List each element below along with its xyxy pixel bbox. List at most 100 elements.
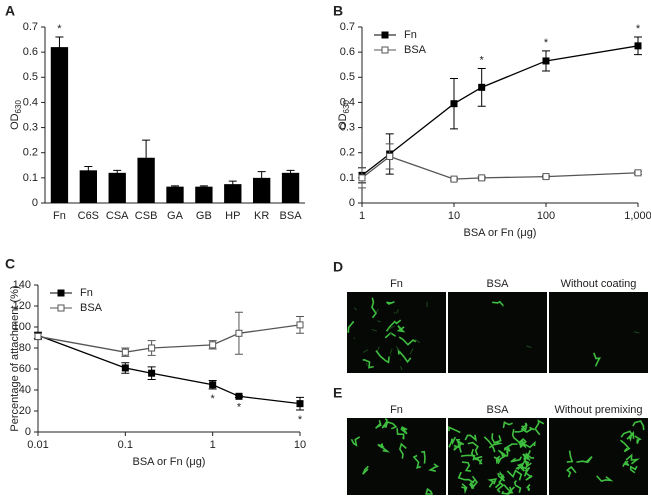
panel-label: B — [333, 3, 343, 19]
y-label-subscript: 630 — [14, 100, 23, 114]
panel-label: C — [5, 256, 15, 272]
cell — [503, 443, 518, 451]
cell — [593, 352, 601, 367]
x-tick-label: 1,000 — [624, 210, 651, 222]
x-axis-label: BSA or Fn (μg) — [133, 456, 206, 468]
cell — [493, 455, 501, 465]
error-bar — [228, 180, 237, 188]
y-tick-label: 140 — [13, 279, 31, 291]
cell — [511, 428, 522, 447]
series-line — [37, 334, 301, 405]
y-tick-label: 0.1 — [340, 172, 355, 184]
cell — [353, 337, 356, 340]
bar — [50, 47, 69, 203]
cell — [502, 421, 513, 429]
bar — [79, 170, 97, 203]
y-tick-label: 20 — [19, 405, 31, 417]
x-tick-label: CSB — [135, 210, 158, 222]
cell — [629, 465, 638, 474]
cell — [390, 354, 392, 357]
cell — [395, 345, 401, 352]
panel-label: E — [333, 385, 342, 401]
error-bar — [113, 169, 122, 176]
significance-mark: * — [237, 401, 242, 413]
error-bar — [199, 185, 208, 188]
cell — [376, 346, 380, 352]
y-tick-label: 60 — [19, 363, 31, 375]
cell — [487, 478, 498, 488]
y-label-text: OD — [337, 113, 349, 130]
cell — [457, 471, 475, 484]
legend-label: Fn — [404, 29, 417, 41]
y-tick-label: 0.2 — [23, 147, 38, 159]
cell — [522, 440, 536, 449]
legend-marker — [381, 31, 389, 39]
cell — [510, 456, 523, 463]
y-tick-label: 0.4 — [23, 96, 38, 108]
cell — [622, 460, 630, 468]
cell — [576, 456, 593, 464]
y-tick-label: 0.1 — [23, 172, 38, 184]
cell — [455, 438, 462, 447]
marker — [634, 42, 642, 50]
cell — [396, 325, 406, 333]
cell — [425, 488, 434, 495]
y-tick-label: 0 — [349, 197, 355, 209]
x-tick-label: 100 — [537, 210, 555, 222]
cell — [596, 475, 614, 483]
image-caption: Without coating — [561, 278, 637, 290]
cell — [503, 484, 515, 494]
marker — [542, 173, 550, 181]
y-label-subscript: 630 — [342, 100, 351, 114]
cell — [498, 471, 505, 484]
cell — [362, 349, 369, 353]
marker — [148, 344, 156, 352]
y-tick-label: 40 — [19, 384, 31, 396]
cell — [625, 453, 640, 465]
cell — [461, 461, 472, 472]
cell — [421, 450, 426, 464]
y-tick-label: 0.5 — [23, 71, 38, 83]
x-tick-label: 0.1 — [118, 439, 133, 451]
x-tick-label: C6S — [78, 210, 99, 222]
cell — [520, 426, 535, 434]
cell — [409, 348, 414, 355]
marker — [235, 329, 243, 337]
cell — [371, 297, 377, 319]
marker — [478, 83, 486, 91]
cell — [381, 418, 388, 429]
cell — [461, 483, 468, 495]
image-caption: BSA — [486, 404, 509, 416]
y-tick-label: 0 — [32, 197, 38, 209]
legend-marker — [57, 289, 65, 297]
image-caption: BSA — [486, 278, 509, 290]
x-tick-label: HP — [225, 210, 240, 222]
micrograph — [448, 292, 547, 373]
cell — [516, 462, 525, 472]
y-label-text: OD — [9, 113, 21, 130]
cell — [524, 471, 533, 481]
legend-label: BSA — [80, 302, 103, 314]
cell — [488, 433, 496, 449]
micrograph — [347, 418, 446, 495]
cell — [506, 469, 523, 481]
cell — [534, 419, 545, 436]
y-tick-label: 0.2 — [340, 147, 355, 159]
cell — [494, 481, 505, 493]
x-tick-label: 1 — [359, 210, 365, 222]
x-tick-label: 10 — [294, 439, 306, 451]
marker — [121, 364, 129, 372]
marker — [121, 348, 129, 356]
marker — [542, 57, 550, 65]
cell — [397, 348, 412, 364]
cell — [526, 345, 532, 349]
bar — [253, 177, 271, 203]
cell — [632, 420, 645, 431]
y-axis-label: Percentage of attachment (%) — [9, 285, 21, 431]
cell — [384, 420, 398, 430]
micrograph — [347, 292, 446, 373]
cell — [377, 443, 385, 449]
cell — [395, 309, 399, 314]
cell — [628, 431, 635, 442]
